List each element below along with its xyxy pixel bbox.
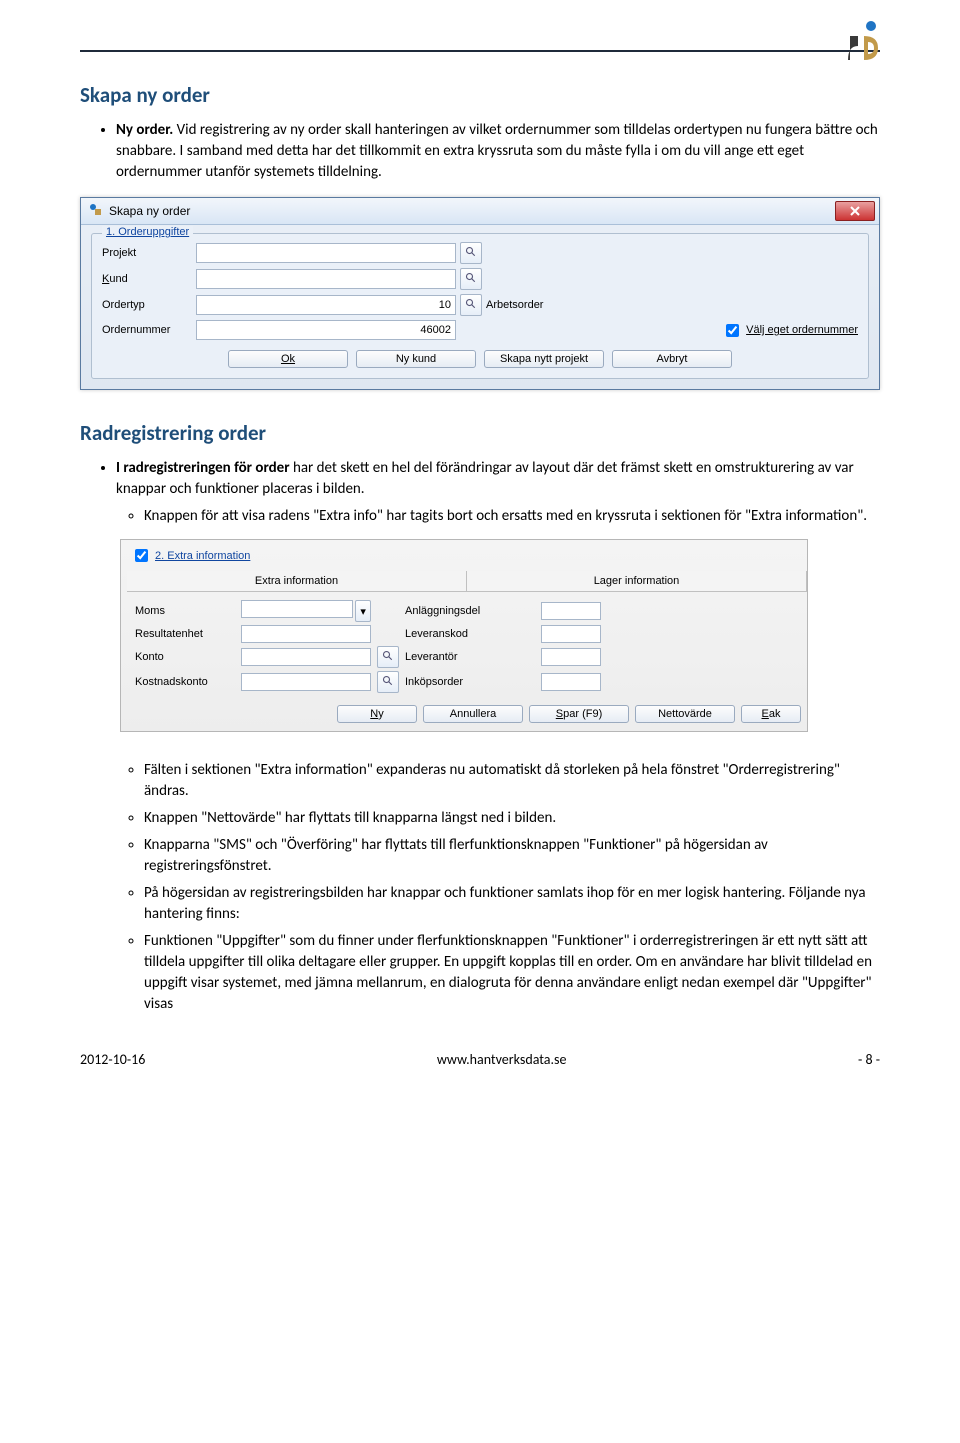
- tab-extra-information[interactable]: Extra information: [127, 571, 467, 591]
- label-kostnadskonto: Kostnadskonto: [135, 676, 235, 688]
- label-inkopsorder: Inköpsorder: [405, 676, 535, 688]
- window-icon: [89, 203, 103, 220]
- window-title: Skapa ny order: [109, 204, 190, 218]
- section-toggle[interactable]: 2. Extra information: [131, 546, 807, 565]
- input-ordernummer[interactable]: [196, 320, 456, 340]
- bullet-text: Vid registrering av ny order skall hante…: [116, 121, 878, 181]
- label-leveranskod: Leveranskod: [405, 628, 535, 640]
- section-heading-2: Radregistrering order: [80, 420, 880, 446]
- company-logo: [844, 20, 880, 69]
- ok-button[interactable]: Ok: [228, 350, 348, 368]
- lookup-ordertyp[interactable]: [460, 294, 482, 316]
- checkbox-extra-info[interactable]: [135, 549, 148, 562]
- bullet-item: Ny order. Vid registrering av ny order s…: [116, 120, 880, 183]
- label-konto: Konto: [135, 651, 235, 663]
- eak-button[interactable]: Eak: [741, 705, 801, 723]
- sub-bullet: På högersidan av registreringsbilden har…: [144, 883, 880, 925]
- label-moms: Moms: [135, 605, 235, 617]
- bullet-lead: I radregistreringen för order: [116, 459, 290, 477]
- tab-lager-information[interactable]: Lager information: [467, 571, 807, 591]
- lookup-konto[interactable]: [377, 646, 399, 668]
- lookup-projekt[interactable]: [460, 242, 482, 264]
- ny-button[interactable]: Ny: [337, 705, 417, 723]
- input-anlaggningsdel[interactable]: [541, 602, 601, 620]
- input-konto[interactable]: [241, 648, 371, 666]
- ny-kund-button[interactable]: Ny kund: [356, 350, 476, 368]
- sub-bullet: Knappen för att visa radens "Extra info"…: [144, 506, 880, 527]
- group-label: 1. Orderuppgifter: [102, 226, 193, 238]
- section-heading-1: Skapa ny order: [80, 82, 880, 108]
- spar-button[interactable]: Spar (F9): [529, 705, 629, 723]
- label-ordertyp: Ordertyp: [102, 299, 192, 311]
- dropdown-moms[interactable]: ▾: [355, 600, 371, 622]
- input-leverantor[interactable]: [541, 648, 601, 666]
- checkbox-label: Välj eget ordernummer: [746, 324, 858, 336]
- skapa-nytt-projekt-button[interactable]: Skapa nytt projekt: [484, 350, 604, 368]
- section-toggle-label: 2. Extra information: [155, 550, 250, 562]
- sub-bullet: Knapparna "SMS" och "Överföring" har fly…: [144, 835, 880, 877]
- input-projekt[interactable]: [196, 243, 456, 263]
- annullera-button[interactable]: Annullera: [423, 705, 523, 723]
- label-kund: Kund: [102, 273, 192, 285]
- input-inkopsorder[interactable]: [541, 673, 601, 691]
- footer-url: www.hantverksdata.se: [437, 1051, 567, 1068]
- titlebar: Skapa ny order: [81, 198, 879, 225]
- sub-bullet: Fälten i sektionen "Extra information" e…: [144, 760, 880, 802]
- lookup-kund[interactable]: [460, 268, 482, 290]
- lookup-kostnadskonto[interactable]: [377, 671, 399, 693]
- footer-date: 2012-10-16: [80, 1051, 145, 1068]
- sub-bullet: Knappen "Nettovärde" har flyttats till k…: [144, 808, 880, 829]
- bullet-list-1: Ny order. Vid registrering av ny order s…: [80, 120, 880, 183]
- label-projekt: Projekt: [102, 247, 192, 259]
- sub-bullet: Funktionen "Uppgifter" som du finner und…: [144, 931, 880, 1015]
- input-moms[interactable]: [241, 600, 353, 618]
- label-resultatenhet: Resultatenhet: [135, 628, 235, 640]
- nettovarde-button[interactable]: Nettovärde: [635, 705, 735, 723]
- input-kostnadskonto[interactable]: [241, 673, 371, 691]
- checkbox-eget-ordernummer[interactable]: [726, 324, 739, 337]
- avbryt-button[interactable]: Avbryt: [612, 350, 732, 368]
- label-ordernummer: Ordernummer: [102, 324, 192, 336]
- panel-extra-information: 2. Extra information Extra information L…: [120, 539, 808, 732]
- ordertyp-desc: Arbetsorder: [486, 299, 858, 311]
- page-footer: 2012-10-16 www.hantverksdata.se - 8 -: [0, 1045, 960, 1078]
- input-leveranskod[interactable]: [541, 625, 601, 643]
- bullet-list-2: I radregistreringen för order har det sk…: [80, 458, 880, 527]
- label-leverantor: Leverantör: [405, 651, 535, 663]
- close-button[interactable]: [835, 201, 875, 221]
- label-anlaggningsdel: Anläggningsdel: [405, 605, 535, 617]
- input-resultatenhet[interactable]: [241, 625, 371, 643]
- bullet-item: I radregistreringen för order har det sk…: [116, 458, 880, 527]
- header-rule: [80, 50, 880, 52]
- input-kund[interactable]: [196, 269, 456, 289]
- footer-page: - 8 -: [858, 1051, 880, 1068]
- bullet-lead: Ny order.: [116, 121, 173, 139]
- input-ordertyp[interactable]: [196, 295, 456, 315]
- dialog-skapa-ny-order: Skapa ny order 1. Orderuppgifter Projekt…: [80, 197, 880, 390]
